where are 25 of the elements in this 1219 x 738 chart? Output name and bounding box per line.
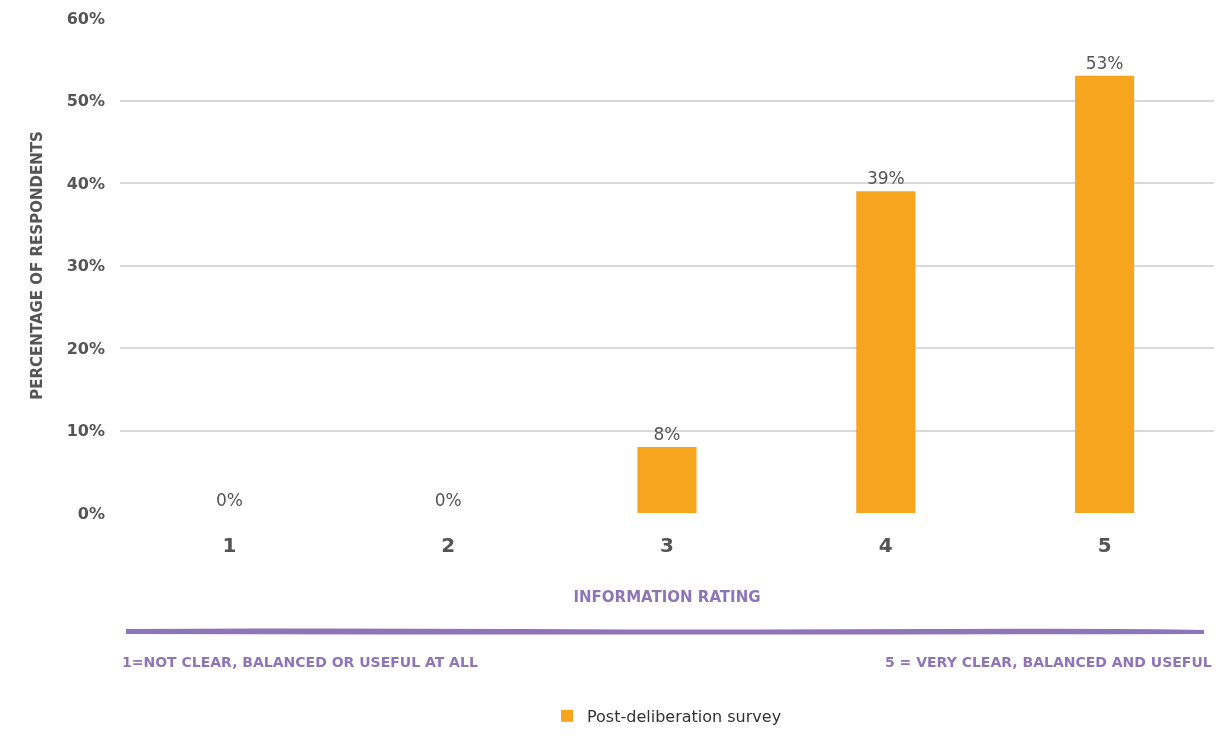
text: 5 = VERY CLEAR, BALANCED AND USEFUL [885, 654, 1212, 670]
y-tick-label: 30% [66, 256, 105, 276]
x-tick-label: 1 [222, 533, 237, 557]
x-axis-title: INFORMATION RATING [573, 588, 761, 606]
y-axis-title: PERCENTAGE OF RESPONDENTS [27, 131, 46, 400]
y-tick-label: 40% [66, 173, 105, 193]
data-label: 8% [653, 424, 681, 444]
bar [1075, 75, 1135, 513]
y-tick-label: 20% [66, 338, 105, 358]
data-label: 53% [1085, 52, 1124, 73]
y-tick-label: 0% [77, 503, 105, 523]
y-tick-label: 50% [66, 91, 105, 111]
x-tick-label: 2 [441, 533, 456, 557]
text: 1=NOT CLEAR, BALANCED OR USEFUL AT ALL [122, 654, 478, 670]
y-tick-label: 60% [66, 8, 105, 28]
bar [637, 447, 697, 513]
x-tick-label: 5 [1097, 533, 1112, 557]
x-tick-label: 3 [660, 533, 674, 557]
y-tick-label: 10% [66, 421, 105, 441]
x-tick-label: 4 [878, 533, 893, 557]
data-label: 39% [866, 168, 905, 189]
data-label: 0% [215, 490, 243, 510]
legend-label: Post-deliberation survey [587, 707, 782, 727]
bar [856, 191, 916, 513]
data-label: 0% [434, 490, 462, 510]
